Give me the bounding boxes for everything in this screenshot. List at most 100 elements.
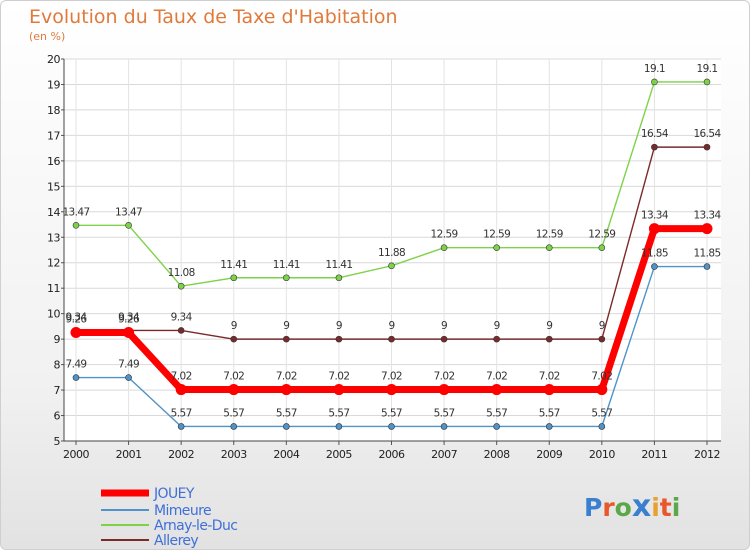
y-tick-label: 14 xyxy=(47,206,60,219)
data-label: 12.59 xyxy=(536,229,563,241)
data-label: 9 xyxy=(546,320,552,332)
data-point xyxy=(703,78,711,86)
data-point xyxy=(230,274,238,282)
x-tick-label: 2012 xyxy=(694,448,720,461)
y-tick-label: 10 xyxy=(47,308,60,321)
data-label: 13.47 xyxy=(62,206,89,218)
data-label: 5.57 xyxy=(434,407,455,419)
x-tick-label: 2001 xyxy=(116,448,142,461)
data-point xyxy=(280,384,292,396)
data-label: 16.54 xyxy=(641,128,669,140)
x-tick-label: 2006 xyxy=(379,448,405,461)
data-point xyxy=(388,335,395,343)
data-point xyxy=(125,221,132,229)
data-point xyxy=(72,374,80,381)
y-tick-label: 15 xyxy=(47,180,60,193)
data-label: 12.59 xyxy=(431,229,458,241)
data-point xyxy=(491,384,503,396)
x-tick-label: 2011 xyxy=(641,448,667,461)
x-tick-label: 2002 xyxy=(168,448,194,461)
data-point xyxy=(493,335,500,343)
data-point xyxy=(125,374,132,381)
data-label: 9.34 xyxy=(118,311,140,323)
data-label: 9 xyxy=(336,320,342,332)
data-label: 9.34 xyxy=(66,311,88,323)
data-label: 11.41 xyxy=(220,259,247,271)
data-label: 5.57 xyxy=(486,407,507,419)
data-point xyxy=(651,78,658,86)
data-label: 11.41 xyxy=(273,259,300,271)
y-tick-label: 6 xyxy=(54,410,61,423)
y-tick-label: 18 xyxy=(47,104,60,117)
data-label: 16.54 xyxy=(693,128,721,140)
data-point xyxy=(651,263,658,270)
data-point xyxy=(177,423,185,430)
data-point xyxy=(283,274,290,282)
data-label: 7.02 xyxy=(223,371,244,383)
data-label: 12.59 xyxy=(588,229,615,241)
y-tick-label: 20 xyxy=(47,53,60,66)
y-tick-label: 9 xyxy=(54,333,61,346)
data-label: 5.57 xyxy=(591,407,612,419)
x-tick-label: 2009 xyxy=(536,448,562,461)
y-tick-label: 7 xyxy=(54,384,61,397)
data-point xyxy=(440,244,448,252)
data-point xyxy=(440,423,448,430)
data-label: 7.49 xyxy=(66,359,87,371)
data-label: 9 xyxy=(441,320,447,332)
data-label: 13.34 xyxy=(641,210,669,222)
data-label: 13.47 xyxy=(115,206,142,218)
data-point xyxy=(493,244,500,252)
data-label: 11.88 xyxy=(378,247,405,259)
data-label: 5.57 xyxy=(223,407,244,419)
data-point xyxy=(703,263,711,270)
data-point xyxy=(493,423,500,430)
data-point xyxy=(333,384,345,396)
data-label: 5.57 xyxy=(276,407,297,419)
y-tick-label: 13 xyxy=(47,231,60,244)
x-tick-label: 2005 xyxy=(326,448,352,461)
data-label: 7.02 xyxy=(486,371,507,383)
data-point xyxy=(440,335,448,343)
data-label: 7.02 xyxy=(276,371,297,383)
data-point xyxy=(701,223,713,235)
data-point xyxy=(72,221,80,229)
x-tick-label: 2000 xyxy=(63,448,89,461)
data-point xyxy=(230,335,238,343)
data-label: 9.34 xyxy=(171,311,193,323)
data-point xyxy=(175,384,187,396)
x-tick-label: 2008 xyxy=(484,448,510,461)
data-label: 7.02 xyxy=(591,371,612,383)
y-tick-label: 11 xyxy=(47,282,60,295)
data-point xyxy=(177,327,185,334)
data-point xyxy=(598,244,606,252)
data-label: 7.02 xyxy=(328,371,349,383)
data-point xyxy=(598,335,606,343)
data-label: 11.85 xyxy=(641,248,668,260)
data-point xyxy=(388,262,395,270)
data-label: 9 xyxy=(283,320,289,332)
data-label: 5.57 xyxy=(381,407,402,419)
data-label: 9 xyxy=(599,320,605,332)
data-label: 7.02 xyxy=(434,371,455,383)
data-label: 9 xyxy=(231,320,237,332)
legend-label: Allerey xyxy=(154,533,198,549)
x-tick-label: 2004 xyxy=(273,448,299,461)
x-tick-label: 2007 xyxy=(431,448,457,461)
data-label: 5.57 xyxy=(539,407,560,419)
y-tick-label: 8 xyxy=(54,359,61,372)
data-label: 7.49 xyxy=(118,359,139,371)
data-point xyxy=(545,244,553,252)
proxiti-logo: Proxiti xyxy=(584,489,681,524)
data-label: 11.85 xyxy=(693,248,720,260)
data-point xyxy=(230,423,238,430)
data-label: 7.02 xyxy=(539,371,560,383)
data-label: 19.1 xyxy=(697,63,718,75)
data-label: 9 xyxy=(388,320,394,332)
data-point xyxy=(648,223,660,235)
x-tick-label: 2003 xyxy=(221,448,247,461)
legend-label: Arnay-le-Duc xyxy=(154,518,237,534)
data-point xyxy=(598,423,606,430)
